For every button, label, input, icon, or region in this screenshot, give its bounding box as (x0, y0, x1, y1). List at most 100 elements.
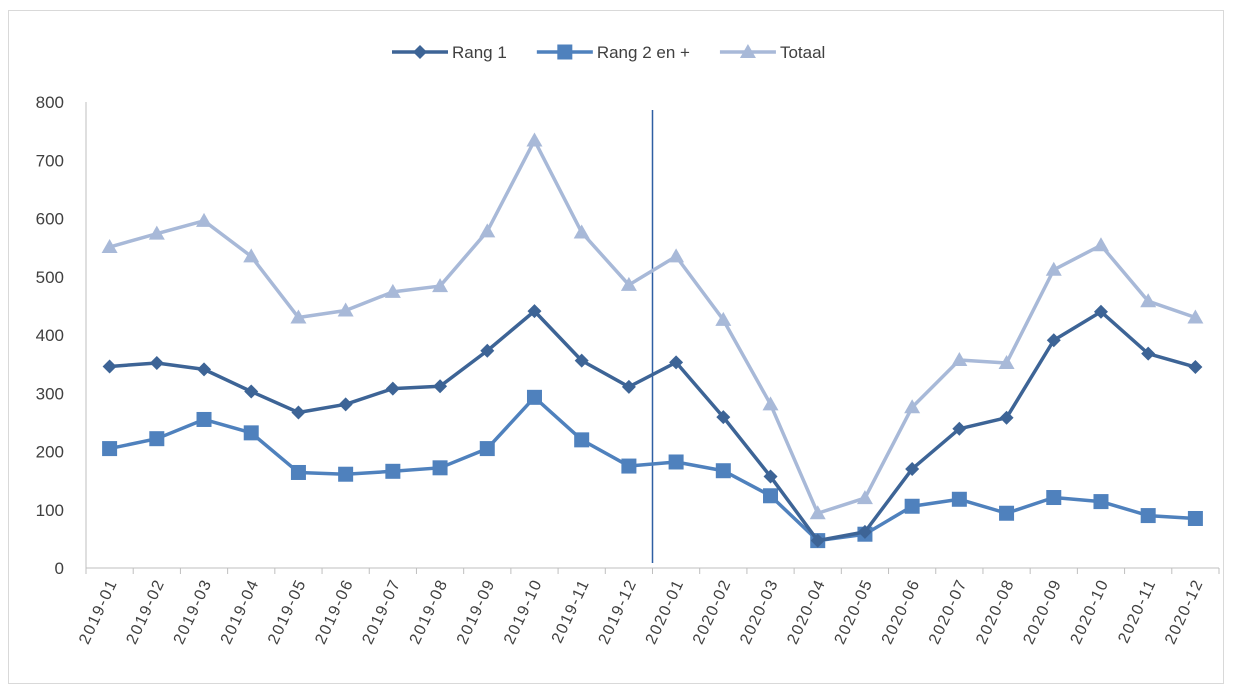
data-point (479, 441, 495, 457)
x-tick-label: 2020-09 (1020, 577, 1065, 648)
x-tick-label: 2020-01 (643, 577, 688, 648)
data-point (999, 505, 1015, 521)
data-point (1046, 333, 1061, 348)
data-point (809, 505, 826, 520)
series-totaal (101, 132, 1204, 520)
data-point (526, 132, 543, 147)
y-axis: 0 100 200 300 400 500 600 700 800 (36, 93, 87, 578)
data-point (669, 355, 684, 370)
data-point (243, 425, 259, 441)
y-tick-label: 400 (36, 326, 64, 345)
x-tick-label: 2019-01 (76, 577, 121, 648)
data-point (148, 225, 165, 240)
chart-frame (8, 10, 1224, 684)
data-point (527, 304, 542, 319)
legend-marker (413, 45, 427, 59)
data-point (101, 239, 118, 254)
x-tick-label: 2020-10 (1068, 577, 1113, 648)
x-tick-label: 2020-08 (973, 577, 1018, 648)
data-point (621, 379, 636, 394)
data-point (433, 379, 448, 394)
legend-item: Totaal (719, 43, 825, 62)
data-point (763, 469, 778, 484)
data-point (149, 431, 165, 447)
data-point (668, 454, 684, 470)
data-point (1141, 346, 1156, 361)
data-point (810, 533, 825, 548)
data-point (904, 399, 921, 414)
x-tick-label: 2019-10 (501, 577, 546, 648)
data-point (1046, 490, 1062, 506)
series-rang-1 (102, 304, 1203, 548)
data-point (385, 381, 400, 396)
data-point (1140, 508, 1156, 524)
data-point (244, 384, 259, 399)
y-tick-label: 100 (36, 501, 64, 520)
x-tick-label: 2019-04 (218, 577, 263, 648)
x-tick-label: 2020-02 (690, 577, 735, 648)
data-point (763, 488, 779, 504)
data-point (1187, 309, 1204, 324)
series-line (109, 138, 1196, 515)
data-point (432, 278, 449, 293)
data-point (290, 309, 307, 324)
x-tick-label: 2020-11 (1115, 577, 1159, 646)
data-point (620, 276, 637, 291)
x-tick-label: 2020-07 (926, 577, 971, 648)
data-point (432, 460, 448, 476)
x-tick-label: 2019-09 (454, 577, 499, 648)
data-point (715, 463, 731, 479)
data-point (243, 248, 260, 263)
y-tick-label: 200 (36, 443, 64, 462)
x-tick-label: 2019-06 (312, 577, 357, 648)
x-tick-label: 2020-03 (737, 577, 782, 648)
x-tick-label: 2019-07 (360, 577, 405, 648)
data-point (1093, 304, 1108, 319)
legend: Rang 1 Rang 2 en + Totaal (392, 43, 825, 62)
y-tick-label: 800 (36, 93, 64, 112)
data-point (621, 458, 637, 474)
y-tick-label: 0 (55, 559, 64, 578)
legend-item: Rang 1 (392, 43, 507, 62)
data-point (952, 421, 967, 436)
y-tick-label: 300 (36, 384, 64, 403)
data-point (196, 212, 213, 227)
x-tick-label: 2020-12 (1162, 577, 1207, 648)
data-point (904, 498, 920, 514)
data-point (149, 355, 164, 370)
x-axis: 2019-01 2019-02 2019-03 2019-04 2019-05 2019-… (76, 567, 1220, 648)
x-tick-label: 2019-11 (549, 577, 593, 646)
data-point (716, 410, 731, 425)
data-point (856, 490, 873, 505)
x-tick-label: 2019-12 (596, 577, 641, 648)
series-line (109, 395, 1196, 543)
y-tick-label: 600 (36, 210, 64, 229)
data-point (338, 466, 354, 482)
x-tick-label: 2019-08 (407, 577, 452, 648)
data-point (1188, 360, 1203, 375)
data-point (762, 396, 779, 411)
data-point (1092, 237, 1109, 252)
data-point (384, 283, 401, 298)
data-point (951, 352, 968, 367)
x-tick-label: 2019-03 (171, 577, 216, 648)
data-point (526, 389, 542, 405)
legend-label: Totaal (780, 43, 825, 62)
data-point (574, 353, 589, 368)
data-point (668, 248, 685, 263)
data-point (102, 441, 118, 457)
data-point (857, 524, 872, 539)
data-point (1093, 494, 1109, 510)
series-line (109, 309, 1196, 543)
legend-label: Rang 1 (452, 43, 507, 62)
data-point (196, 411, 212, 427)
x-tick-label: 2019-05 (265, 577, 310, 648)
data-point (574, 432, 590, 448)
data-point (291, 405, 306, 420)
data-point (385, 463, 401, 479)
y-tick-label: 500 (36, 268, 64, 287)
data-point (480, 343, 495, 358)
data-point (905, 461, 920, 476)
x-tick-label: 2019-02 (123, 577, 168, 648)
data-point (338, 397, 353, 412)
